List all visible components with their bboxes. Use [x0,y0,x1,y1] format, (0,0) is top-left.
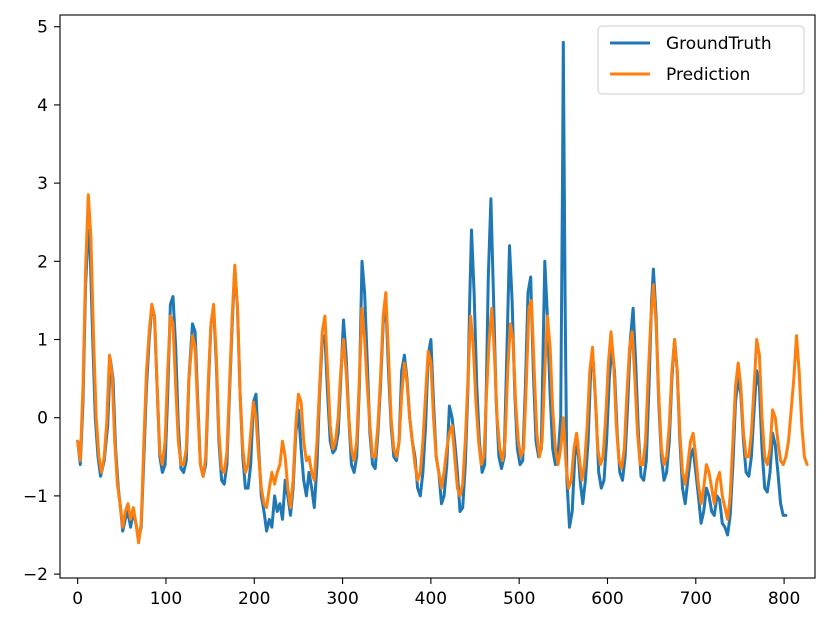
y-tick-label: 1 [37,331,48,351]
x-tick-label: 300 [326,589,358,609]
y-tick-label: 5 [37,18,48,38]
y-tick-label: −1 [23,487,48,507]
x-tick-label: 800 [768,589,800,609]
x-tick-label: 500 [503,589,535,609]
y-tick-label: 2 [37,252,48,272]
legend-label: GroundTruth [666,34,772,54]
plot-frame [59,14,816,579]
legend-label: Prediction [666,65,750,85]
x-tick-label: 600 [591,589,623,609]
x-tick-label: 0 [72,589,83,609]
x-tick-label: 400 [415,589,447,609]
series-layer [76,40,809,545]
y-tick-label: 4 [37,96,48,116]
series-line-prediction [76,193,809,545]
y-tick-label: 3 [37,174,48,194]
y-tick-label: −2 [23,565,48,585]
legend: GroundTruth Prediction [597,25,805,95]
ticks-layer: 0 100 200 300 400 500 600 700 800 −2 −1 0 1 2 3 4 5 [23,18,800,609]
x-tick-label: 700 [680,589,712,609]
y-tick-label: 0 [37,409,48,429]
x-tick-label: 100 [150,589,182,609]
x-tick-label: 200 [238,589,270,609]
